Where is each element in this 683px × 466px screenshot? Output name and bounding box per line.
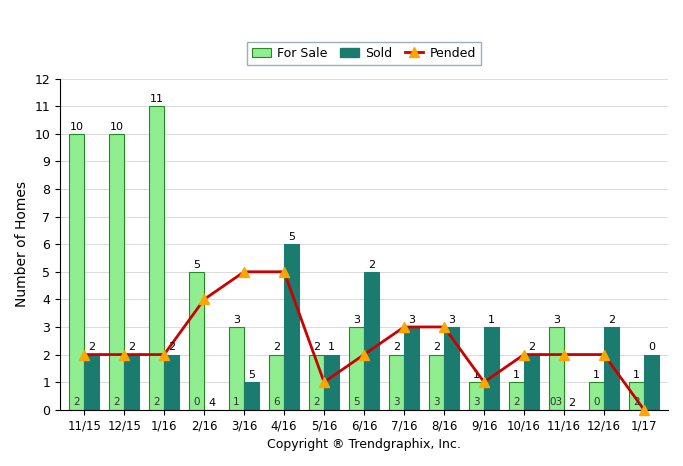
Bar <box>109 134 124 410</box>
Text: 3: 3 <box>353 315 360 325</box>
Bar <box>524 355 540 410</box>
Text: 3: 3 <box>393 397 400 407</box>
Text: 1: 1 <box>329 343 335 352</box>
Text: 3: 3 <box>233 315 240 325</box>
Text: 3: 3 <box>473 397 479 407</box>
Bar <box>484 327 499 410</box>
Text: 3: 3 <box>433 397 440 407</box>
Text: 2: 2 <box>73 397 80 407</box>
Text: 2: 2 <box>568 397 575 407</box>
Text: 2: 2 <box>393 343 400 352</box>
Text: 6: 6 <box>273 397 280 407</box>
Text: 1: 1 <box>593 370 600 380</box>
Bar <box>324 355 339 410</box>
Text: 1: 1 <box>473 370 480 380</box>
Text: 0: 0 <box>193 397 199 407</box>
Text: 3: 3 <box>408 315 415 325</box>
Text: 2: 2 <box>88 343 96 352</box>
Text: 5: 5 <box>248 370 255 380</box>
Bar <box>69 134 84 410</box>
Bar <box>444 327 459 410</box>
Text: 4: 4 <box>208 397 215 407</box>
Legend: For Sale, Sold, Pended: For Sale, Sold, Pended <box>247 42 481 65</box>
Text: 2: 2 <box>528 343 535 352</box>
Text: 1: 1 <box>513 370 520 380</box>
Text: 3: 3 <box>448 315 455 325</box>
X-axis label: Copyright ® Trendgraphix, Inc.: Copyright ® Trendgraphix, Inc. <box>267 438 461 451</box>
Bar <box>189 272 204 410</box>
Bar <box>509 382 524 410</box>
Text: 0: 0 <box>648 343 655 352</box>
Text: 1: 1 <box>633 370 640 380</box>
Text: 03: 03 <box>550 397 563 407</box>
Bar <box>124 355 139 410</box>
Text: 2: 2 <box>128 343 135 352</box>
Text: 2: 2 <box>168 343 176 352</box>
Text: 2: 2 <box>368 260 375 270</box>
Text: 10: 10 <box>70 122 83 132</box>
Text: 2: 2 <box>633 397 640 407</box>
Bar <box>349 327 364 410</box>
Bar <box>364 272 379 410</box>
Text: 2: 2 <box>273 343 280 352</box>
Text: 1: 1 <box>233 397 240 407</box>
Bar <box>549 327 564 410</box>
Text: 2: 2 <box>113 397 120 407</box>
Bar <box>244 382 260 410</box>
Bar <box>284 244 299 410</box>
Bar <box>164 355 180 410</box>
Bar <box>589 382 604 410</box>
Text: 2: 2 <box>313 343 320 352</box>
Text: 2: 2 <box>153 397 160 407</box>
Text: 5: 5 <box>193 260 200 270</box>
Bar <box>309 355 324 410</box>
Text: 2: 2 <box>313 397 320 407</box>
Text: 2: 2 <box>513 397 520 407</box>
Bar <box>404 327 419 410</box>
Text: 11: 11 <box>150 94 163 104</box>
Text: 2: 2 <box>608 315 615 325</box>
Text: 0: 0 <box>593 397 600 407</box>
Text: 5: 5 <box>353 397 360 407</box>
Text: 3: 3 <box>553 315 560 325</box>
Bar <box>429 355 444 410</box>
Bar <box>269 355 284 410</box>
Text: 1: 1 <box>488 315 495 325</box>
Text: 2: 2 <box>433 343 440 352</box>
Bar <box>629 382 644 410</box>
Bar <box>84 355 99 410</box>
Bar <box>389 355 404 410</box>
Bar <box>229 327 244 410</box>
Text: 10: 10 <box>109 122 124 132</box>
Bar <box>149 106 164 410</box>
Text: 5: 5 <box>288 232 295 242</box>
Bar <box>469 382 484 410</box>
Y-axis label: Number of Homes: Number of Homes <box>15 181 29 307</box>
Bar <box>644 355 659 410</box>
Bar <box>604 327 619 410</box>
